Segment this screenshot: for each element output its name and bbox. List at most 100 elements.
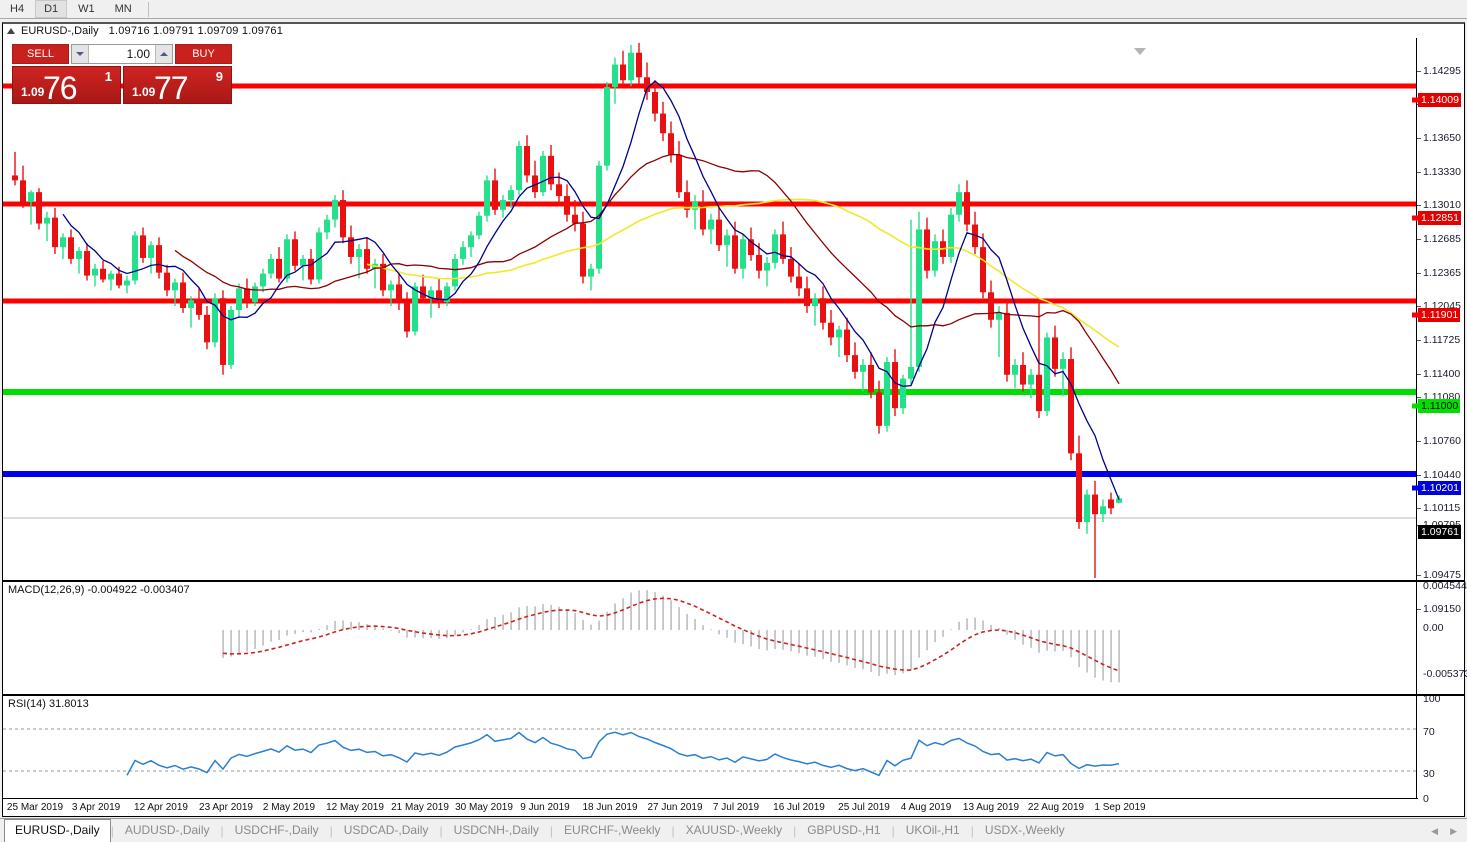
chart-tab-xauusdweekly[interactable]: XAUUSD-,Weekly (685, 823, 783, 837)
timeframe-w1[interactable]: W1 (78, 3, 95, 15)
candle-body (108, 273, 114, 280)
buy-button[interactable]: BUY (175, 44, 232, 64)
candle-body (868, 364, 874, 393)
price-tag-110201[interactable]: 1.10201 (1412, 481, 1461, 495)
candle-body (844, 329, 850, 356)
chart-symbol-header: EURUSD-,Daily 1.09716 1.09791 1.09709 1.… (3, 24, 1464, 38)
macd-bar (854, 630, 856, 669)
candle-body (644, 77, 650, 92)
scroll-right-icon[interactable]: ▶ (1450, 826, 1457, 836)
macd-bar (230, 630, 232, 657)
macd-bar (1014, 630, 1016, 640)
macd-bar (990, 624, 992, 630)
macd-bar (582, 619, 584, 630)
tab-separator: | (439, 824, 443, 838)
sell-button[interactable]: SELL (12, 44, 69, 64)
chart-tab-usdcnhdaily[interactable]: USDCNH-,Daily (453, 823, 539, 837)
candle-body (260, 273, 266, 287)
tab-separator: | (793, 824, 797, 838)
macd-bar (1022, 630, 1024, 645)
rsi-pane[interactable]: RSI(14) 31.8013 (3, 694, 1418, 801)
timeframe-toolbar: H4 D1 W1 MN (0, 0, 1467, 19)
buy-price-button[interactable]: 1.09 77 9 (123, 66, 232, 106)
chart-tab-audusddaily[interactable]: AUDUSD-,Daily (124, 823, 210, 837)
candle-body (892, 362, 898, 409)
candle-body (636, 52, 642, 78)
macd-bar (902, 630, 904, 674)
chart-tab-eurchfweekly[interactable]: EURCHF-,Weekly (564, 823, 661, 837)
volume-up-button[interactable] (155, 45, 172, 63)
candle-body (12, 175, 18, 181)
macd-bar (646, 590, 648, 630)
candle-body (1108, 499, 1114, 509)
chart-window: EURUSD-,Daily 1.09716 1.09791 1.09709 1.… (2, 22, 1467, 817)
macd-bar (294, 630, 296, 634)
sell-price-button[interactable]: 1.09 76 1 (12, 66, 121, 106)
volume-stepper[interactable]: 1.00 (71, 44, 173, 64)
scale-tick (1417, 475, 1421, 476)
chart-tab-eurusddaily[interactable]: EURUSD-,Daily (4, 819, 111, 842)
price-tag-114009[interactable]: 1.14009 (1412, 93, 1461, 107)
scale-tick-label: 1.13650 (1423, 132, 1461, 144)
macd-bar (638, 590, 640, 630)
price-scale[interactable]: 1.142951.139731.136501.133301.130101.126… (1412, 38, 1467, 805)
candle-body (308, 258, 314, 280)
scale-tick-label: 1.13330 (1423, 166, 1461, 178)
triangle-up-icon[interactable] (7, 28, 15, 34)
candle-body (284, 239, 290, 279)
time-axis-label: 1 Sep 2019 (1094, 802, 1146, 813)
price-pane[interactable] (3, 38, 1418, 578)
scale-tick (1417, 397, 1421, 398)
timeframe-d1[interactable]: D1 (35, 0, 68, 18)
candle-body (228, 309, 234, 365)
price-tag-112851[interactable]: 1.12851 (1412, 211, 1461, 225)
candle-body (1084, 494, 1090, 523)
macd-bar (1030, 630, 1032, 648)
macd-bar (910, 630, 912, 671)
chart-tab-gbpusdh1[interactable]: GBPUSD-,H1 (807, 823, 881, 837)
macd-bar (382, 628, 384, 630)
candle-body (84, 251, 90, 276)
candle-body (620, 64, 626, 81)
caret-down-icon (76, 52, 84, 56)
price-tag-109761[interactable]: 1.09761 (1418, 525, 1461, 539)
macd-bar (958, 621, 960, 630)
macd-bar (894, 630, 896, 676)
volume-input[interactable]: 1.00 (126, 47, 150, 61)
candle-body (1092, 494, 1098, 515)
candle-body (628, 52, 634, 81)
chart-tab-ukoilh1[interactable]: UKOil-,H1 (905, 823, 960, 837)
macd-bar (286, 630, 288, 636)
macd-bar (662, 595, 664, 630)
one-click-trading-panel[interactable]: SELL 1.00 BUY 1.09 76 1 1.09 77 9 (12, 44, 232, 106)
price-tag-111901[interactable]: 1.11901 (1412, 308, 1461, 322)
candle-body (20, 180, 26, 202)
candle-body (652, 92, 658, 114)
macd-bar (1110, 630, 1112, 683)
volume-down-button[interactable] (72, 45, 89, 63)
macd-bar (814, 630, 816, 657)
candle-body (332, 200, 338, 220)
time-axis-label: 2 May 2019 (262, 802, 316, 813)
macd-bar (246, 630, 248, 652)
candle-body (828, 322, 834, 338)
macd-bar (470, 629, 472, 630)
scale-tick (1417, 71, 1421, 72)
macd-bar (774, 630, 776, 650)
chart-tab-usdxweekly[interactable]: USDX-,Weekly (984, 823, 1065, 837)
candle-body (1060, 359, 1066, 369)
chart-tab-usdcaddaily[interactable]: USDCAD-,Daily (343, 823, 429, 837)
candle-body (420, 286, 426, 299)
timeframe-mn[interactable]: MN (114, 3, 132, 15)
rsi-line (126, 731, 1120, 777)
chart-tab-usdchfdaily[interactable]: USDCHF-,Daily (234, 823, 319, 837)
macd-bar (942, 630, 944, 637)
time-axis-label: 25 Jul 2019 (838, 802, 890, 813)
timeframe-h4[interactable]: H4 (10, 3, 25, 15)
time-axis-label: 4 Aug 2019 (900, 802, 952, 813)
candle-body (748, 239, 754, 255)
price-tag-111000[interactable]: 1.11000 (1412, 399, 1461, 413)
scroll-left-icon[interactable]: ◀ (1431, 826, 1439, 836)
candle-body (404, 303, 410, 332)
macd-pane[interactable]: MACD(12,26,9) -0.004922 -0.003407 (3, 580, 1418, 692)
